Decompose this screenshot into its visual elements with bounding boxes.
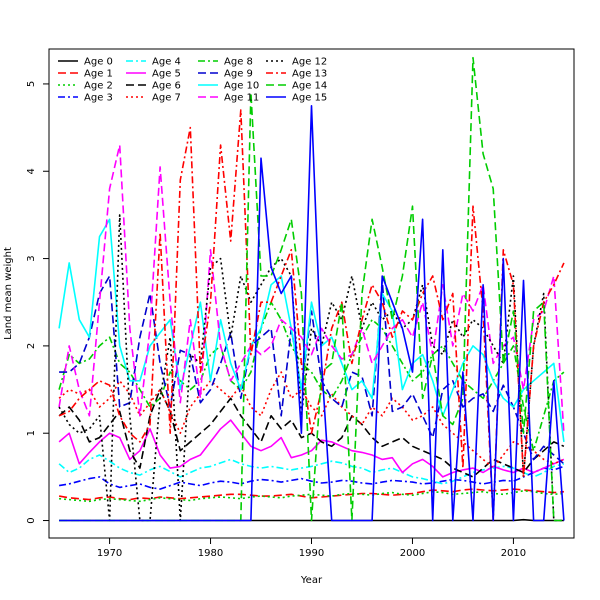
series-line-9	[59, 275, 565, 465]
series-line-1	[58, 488, 564, 501]
series-line-13	[58, 109, 565, 522]
series-line-7	[58, 371, 565, 469]
x-tick-label: 2010	[501, 548, 526, 559]
y-tick-label: 4	[26, 168, 37, 174]
y-tick-label: 0	[26, 517, 37, 523]
series-group	[58, 56, 565, 522]
legend-label-10: Age 10	[224, 81, 259, 92]
y-tick-label: 5	[26, 81, 37, 87]
x-tick-label: 1980	[198, 548, 223, 559]
legend-label-5: Age 5	[152, 69, 181, 80]
legend-label-2: Age 2	[84, 81, 113, 92]
y-axis-title: Land mean weight	[3, 247, 14, 340]
x-axis-title: Year	[300, 575, 323, 586]
legend-label-13: Age 13	[292, 69, 327, 80]
x-tick-label: 1990	[299, 548, 324, 559]
x-tick-label: 2000	[400, 548, 425, 559]
x-axis: 1970 1980 1990 2000 2010	[97, 537, 526, 559]
series-line-15	[59, 105, 565, 522]
legend-label-14: Age 14	[292, 81, 327, 92]
series-line-2	[59, 489, 564, 503]
series-line-11	[58, 144, 565, 434]
legend-label-1: Age 1	[84, 69, 113, 80]
legend-label-9: Age 9	[224, 69, 253, 80]
legend-label-15: Age 15	[292, 93, 327, 104]
legend-label-4: Age 4	[152, 57, 181, 68]
legend-label-6: Age 6	[152, 81, 181, 92]
x-tick-label: 1970	[97, 548, 122, 559]
series-line-3	[58, 465, 565, 490]
y-tick-label: 1	[26, 430, 37, 436]
legend-label-7: Age 7	[152, 93, 181, 104]
legend-label-3: Age 3	[84, 93, 113, 104]
y-tick-label: 2	[26, 343, 37, 349]
legend-label-8: Age 8	[224, 57, 253, 68]
legend-label-0: Age 0	[84, 57, 113, 68]
y-tick-label: 3	[26, 255, 37, 261]
legend-label-12: Age 12	[292, 57, 327, 68]
legend-label-11: Age 11	[224, 93, 259, 104]
y-axis: 0 1 2 3 4 5	[26, 81, 50, 524]
